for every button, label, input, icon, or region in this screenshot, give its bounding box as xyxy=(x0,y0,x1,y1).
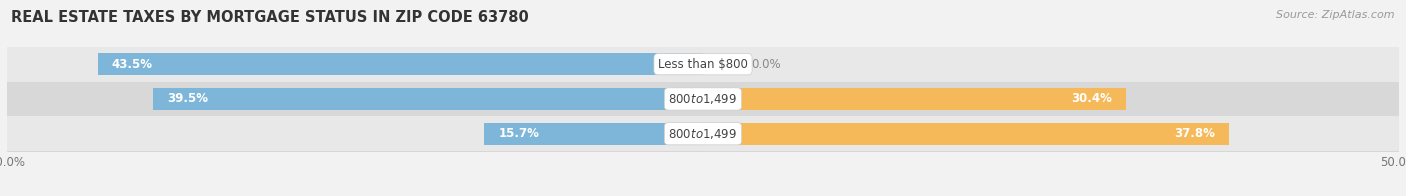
Text: Less than $800: Less than $800 xyxy=(658,58,748,71)
Text: 39.5%: 39.5% xyxy=(167,93,208,105)
Text: 37.8%: 37.8% xyxy=(1174,127,1215,140)
Bar xyxy=(7,82,1399,116)
Text: $800 to $1,499: $800 to $1,499 xyxy=(668,92,738,106)
Text: 15.7%: 15.7% xyxy=(498,127,540,140)
Text: Source: ZipAtlas.com: Source: ZipAtlas.com xyxy=(1277,10,1395,20)
Text: $800 to $1,499: $800 to $1,499 xyxy=(668,127,738,141)
Text: REAL ESTATE TAXES BY MORTGAGE STATUS IN ZIP CODE 63780: REAL ESTATE TAXES BY MORTGAGE STATUS IN … xyxy=(11,10,529,25)
Bar xyxy=(703,88,1126,110)
Text: 0.0%: 0.0% xyxy=(752,58,782,71)
Bar xyxy=(7,116,1399,151)
Bar xyxy=(153,88,703,110)
Bar xyxy=(703,123,1229,144)
Bar xyxy=(97,54,703,75)
Text: 43.5%: 43.5% xyxy=(111,58,152,71)
Bar xyxy=(485,123,703,144)
Bar xyxy=(7,47,1399,82)
Text: 30.4%: 30.4% xyxy=(1071,93,1112,105)
